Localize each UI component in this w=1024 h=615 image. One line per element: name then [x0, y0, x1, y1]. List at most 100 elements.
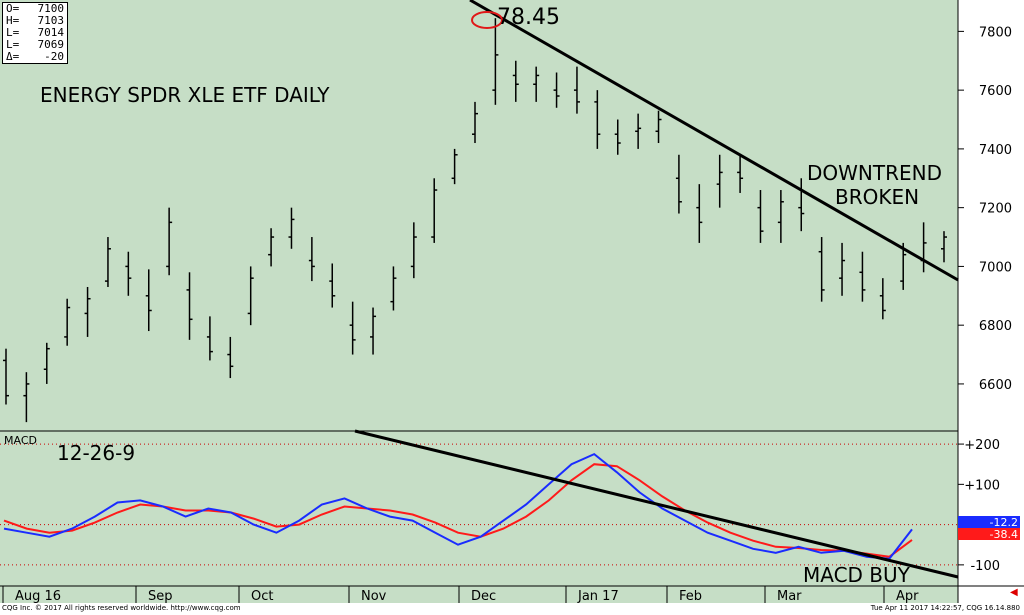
- scroll-left-arrow-icon[interactable]: ◀: [1010, 587, 1018, 598]
- price-bar: [696, 184, 703, 243]
- price-bar: [3, 348, 9, 405]
- ohlc-label: L=: [6, 26, 20, 39]
- price-tick-label: 7400: [979, 143, 1012, 158]
- macd-params-label: 12-26-9: [57, 441, 135, 465]
- ohlc-value: 7014: [37, 26, 65, 39]
- macd-tick-label: -100: [970, 559, 1000, 574]
- date-tick-label: Apr: [896, 589, 919, 604]
- signal-last-value: -38.4: [990, 528, 1018, 541]
- chart-title: ENERGY SPDR XLE ETF DAILY: [40, 83, 330, 107]
- price-bar: [941, 231, 947, 263]
- date-tick-label: Feb: [679, 589, 702, 604]
- downtrend-label-1: DOWNTREND: [807, 161, 942, 185]
- signal-last-value-box: [958, 528, 1020, 540]
- price-bar: [675, 154, 682, 214]
- footer-timestamp: Tue Apr 11 2017 14:22:57, CQG 16.14.880: [870, 604, 1020, 612]
- price-tick-label: 6800: [979, 319, 1012, 334]
- date-tick-label: Mar: [777, 589, 802, 604]
- macd-title: MACD: [4, 434, 37, 447]
- downtrend-label-2: BROKEN: [835, 185, 919, 209]
- price-bar: [64, 298, 71, 346]
- ohlc-readout: O= 7100 H= 7103 L= 7014 L= 7069 Δ= -20: [2, 2, 68, 64]
- price-bar: [594, 90, 601, 149]
- ohlc-value: 7103: [37, 14, 65, 27]
- price-bar: [23, 372, 30, 423]
- peak-marker: [471, 11, 503, 29]
- price-bar: [410, 222, 417, 279]
- price-tick-label: 7800: [979, 25, 1012, 40]
- ohlc-low-row: L= 7014: [3, 27, 67, 39]
- ohlc-high-row: H= 7103: [3, 15, 67, 27]
- price-tick-label: 7200: [979, 202, 1012, 217]
- ohlc-label: O=: [6, 2, 20, 15]
- price-bar: [553, 72, 560, 108]
- ohlc-change-row: Δ= -20: [3, 51, 67, 63]
- macd-buy-label: MACD BUY: [803, 563, 911, 587]
- price-bar: [349, 301, 356, 355]
- price-bar: [492, 18, 499, 105]
- price-bar: [206, 316, 213, 361]
- price-bar: [84, 286, 91, 337]
- price-bars: [3, 18, 947, 423]
- price-bar: [329, 263, 336, 308]
- price-bar: [247, 266, 254, 326]
- macd-lines: [3, 452, 913, 560]
- price-bar: [390, 266, 397, 311]
- price-bar: [288, 207, 295, 249]
- price-bar: [145, 269, 152, 332]
- macd-last-value-box: [958, 516, 1020, 528]
- x-axis-ticks: Aug 16 Sep Oct Nov Dec Jan 17 Feb Mar Apr: [2, 586, 919, 604]
- price-bar: [308, 237, 315, 282]
- ohlc-value: -20: [44, 50, 64, 63]
- price-tick-label: 7600: [979, 84, 1012, 99]
- footer-copyright: CQG Inc. © 2017 All rights reserved worl…: [2, 604, 241, 612]
- price-bar: [655, 110, 662, 144]
- macd-tick-label: +200: [964, 438, 1000, 453]
- price-bar: [472, 101, 478, 144]
- price-bar: [900, 242, 907, 290]
- price-bar: [737, 154, 744, 193]
- price-bar: [777, 190, 784, 243]
- axis-background: [958, 0, 1024, 603]
- date-tick-label: Oct: [251, 589, 273, 604]
- price-bar: [533, 66, 540, 102]
- ohlc-label: L=: [6, 38, 20, 51]
- price-bar: [512, 60, 519, 102]
- price-tick-label: 7000: [979, 260, 1012, 275]
- price-bar: [818, 237, 825, 302]
- signal-line: [3, 463, 913, 558]
- price-bar: [370, 307, 377, 355]
- price-tick-label: 6600: [979, 378, 1012, 393]
- price-bar: [757, 190, 764, 243]
- date-tick-label: Aug 16: [15, 589, 61, 604]
- price-bar: [43, 342, 50, 384]
- price-bar: [716, 154, 723, 208]
- price-bar: [166, 207, 173, 276]
- macd-grid: +200 +100 -100: [0, 438, 1000, 574]
- price-downtrend-line: [469, 0, 959, 282]
- price-bar: [573, 66, 580, 114]
- price-bar: [839, 242, 846, 296]
- price-grid: 6600 6800 7000 7200 7400 7600 7800: [958, 25, 1012, 393]
- peak-label: 78.45: [497, 5, 560, 30]
- ohlc-label: H=: [6, 14, 20, 27]
- price-bar: [186, 272, 193, 340]
- price-bar: [431, 178, 438, 243]
- price-bar: [268, 228, 275, 267]
- price-bar: [125, 251, 132, 296]
- price-bar: [614, 119, 621, 155]
- ohlc-open-row: O= 7100: [3, 3, 67, 15]
- price-bar: [451, 148, 458, 185]
- ohlc-label: Δ=: [6, 50, 20, 63]
- macd-tick-label: +100: [964, 478, 1000, 493]
- price-bar: [104, 237, 111, 287]
- ohlc-value: 7069: [37, 38, 65, 51]
- ohlc-last-row: L= 7069: [3, 39, 67, 51]
- price-bar: [635, 113, 642, 149]
- price-bar: [859, 251, 866, 302]
- date-tick-label: Jan 17: [577, 589, 619, 604]
- date-tick-label: Dec: [471, 589, 496, 604]
- plot-background: [0, 0, 958, 603]
- macd-last-value: -12.2: [990, 516, 1018, 529]
